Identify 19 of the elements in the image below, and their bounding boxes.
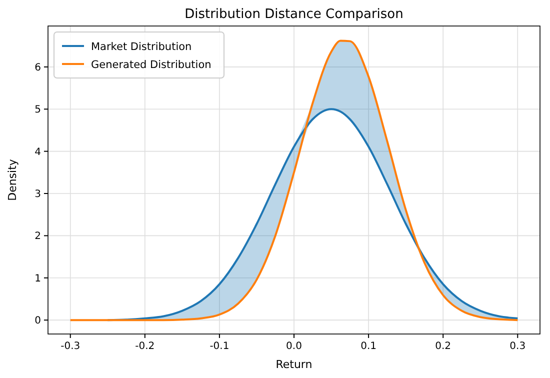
y-tick-label: 2	[34, 231, 41, 242]
y-tick-label: 3	[34, 189, 41, 200]
legend-label: Market Distribution	[91, 41, 192, 53]
y-tick-label: 0	[34, 316, 41, 327]
y-axis-title: Density	[6, 158, 19, 201]
x-tick-label: -0.3	[60, 341, 80, 352]
x-axis-title: Return	[276, 358, 312, 371]
x-tick-label: -0.1	[210, 341, 230, 352]
x-tick-label: 0.3	[510, 341, 526, 352]
y-tick-label: 1	[34, 273, 41, 284]
x-tick-label: -0.2	[135, 341, 155, 352]
y-tick-label: 6	[34, 62, 41, 74]
x-tick-label: 0.2	[435, 341, 452, 352]
x-tick-label: 0.1	[360, 341, 376, 352]
x-tick-label: 0.0	[286, 341, 302, 352]
y-tick-label: 4	[34, 146, 41, 158]
chart-title: Distribution Distance Comparison	[184, 7, 404, 22]
legend-label: Generated Distribution	[91, 59, 212, 71]
y-tick-label: 5	[34, 104, 41, 116]
